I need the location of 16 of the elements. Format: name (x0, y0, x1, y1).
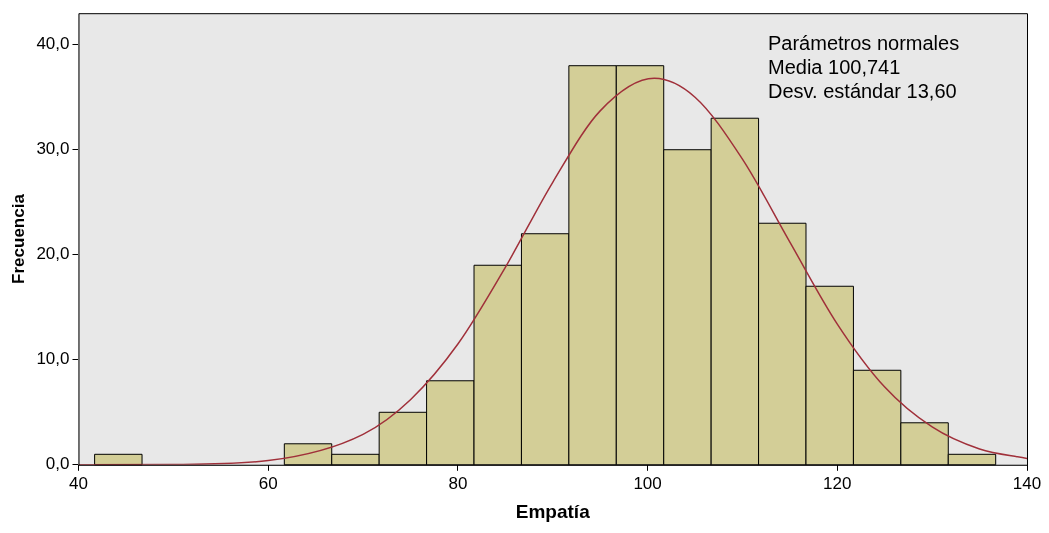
y-axis-title: Frecuencia (8, 193, 28, 284)
annotation: Media 100,741 (768, 55, 901, 78)
y-tick-label: 40,0 (36, 34, 70, 54)
x-tick-label: 120 (823, 473, 852, 493)
x-tick-label: 140 (1012, 473, 1042, 493)
x-tick-label: 40 (69, 473, 88, 493)
y-tick-label: 20,0 (36, 244, 70, 264)
x-tick-label: 80 (448, 473, 468, 493)
y-tick-label: 0,0 (45, 454, 70, 474)
x-axis-title: Empatía (515, 500, 591, 522)
y-tick-label: 10,0 (36, 349, 70, 369)
x-tick-label: 60 (258, 473, 278, 493)
annotation: Desv. estándar 13,60 (768, 79, 957, 102)
x-tick-label: 100 (633, 473, 662, 493)
y-tick-label: 30,0 (36, 139, 70, 159)
annotation: Parámetros normales (768, 31, 960, 54)
